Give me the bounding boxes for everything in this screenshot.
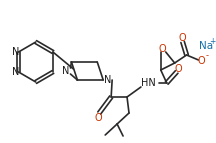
- Text: HN: HN: [141, 78, 156, 88]
- Text: Na: Na: [199, 41, 213, 51]
- Text: N: N: [12, 67, 19, 77]
- Text: N: N: [12, 47, 19, 57]
- Text: O: O: [159, 44, 167, 54]
- Text: -: -: [206, 51, 209, 60]
- Text: N: N: [105, 75, 112, 85]
- Text: +: +: [209, 37, 216, 46]
- Text: O: O: [94, 113, 102, 123]
- Text: O: O: [175, 64, 183, 74]
- Text: N: N: [62, 66, 69, 76]
- Text: O: O: [179, 33, 186, 43]
- Text: O: O: [198, 56, 205, 66]
